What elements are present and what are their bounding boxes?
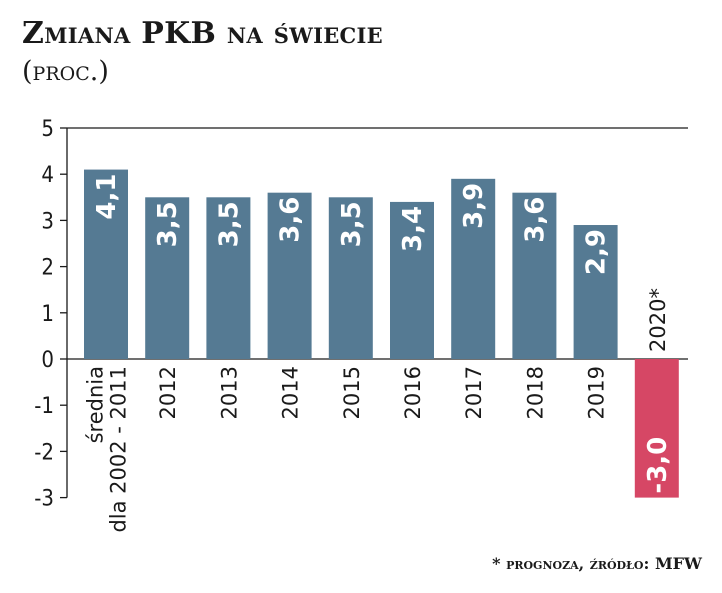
bar (573, 225, 618, 359)
bar (512, 192, 557, 359)
category-label: 2013 (217, 366, 241, 419)
y-tick-label: -3 (34, 487, 54, 512)
category-label: 2015 (340, 366, 364, 419)
category-label: 2020* (646, 288, 670, 352)
bar-value-label: 3,4 (398, 206, 428, 252)
bar (634, 359, 679, 498)
chart-title: Zmiana PKB na świecie (22, 16, 383, 51)
category-label: 2012 (156, 366, 180, 419)
bar (267, 192, 312, 359)
y-tick-label: 4 (41, 163, 54, 188)
category-label: średnia (84, 366, 108, 443)
bar (84, 169, 128, 359)
chart-subtitle: (proc.) (22, 56, 109, 87)
y-tick-label: 0 (41, 348, 54, 373)
bar (328, 197, 373, 359)
bar-value-label: 3,9 (459, 183, 489, 229)
bar-value-label: 4,1 (92, 174, 122, 220)
category-label: 2014 (279, 366, 303, 419)
category-label: 2017 (462, 366, 486, 419)
category-label: 2019 (585, 366, 609, 419)
y-tick-label: 3 (41, 209, 54, 234)
category-label: 2018 (523, 366, 547, 419)
bar-value-label: -3,0 (643, 437, 673, 494)
bar-value-label: 3,5 (214, 201, 244, 247)
y-tick-label: 2 (41, 256, 54, 281)
bar-value-label: 3,6 (276, 197, 306, 243)
bar (390, 201, 434, 359)
bar (206, 197, 251, 359)
category-label: 2016 (401, 366, 425, 419)
bar-value-label: 3,6 (520, 197, 550, 243)
y-tick-label: 1 (41, 302, 54, 327)
y-tick-label: 5 (41, 117, 54, 142)
bar-value-label: 2,9 (582, 229, 612, 275)
bar-value-label: 3,5 (337, 201, 367, 247)
bar (451, 178, 496, 359)
y-tick-label: -1 (34, 394, 54, 419)
category-label: dla 2002 - 2011 (107, 366, 131, 533)
bar-value-label: 3,5 (153, 201, 183, 247)
y-tick-label: -2 (34, 440, 54, 465)
bar (145, 197, 190, 359)
source-note: * prognoza, źródło: MFW (492, 554, 702, 573)
